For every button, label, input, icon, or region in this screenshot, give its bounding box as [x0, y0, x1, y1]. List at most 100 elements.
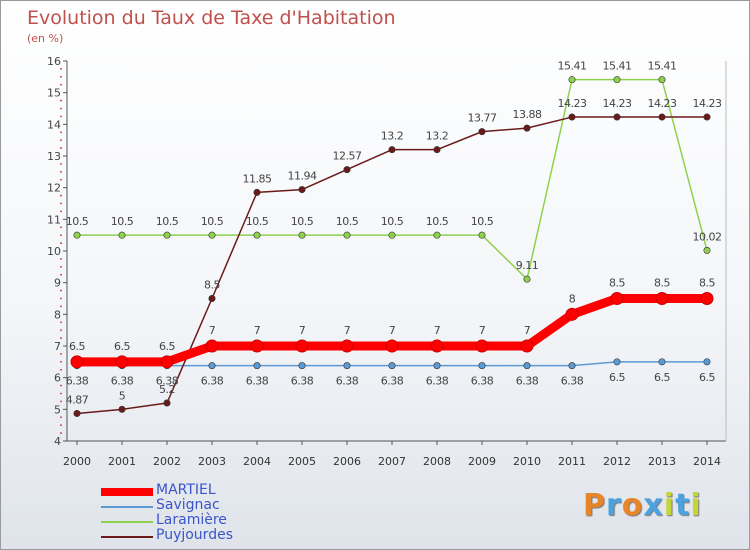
data-label: 5	[119, 389, 126, 402]
y-tick-label: 9	[54, 277, 61, 290]
y-minor-tick	[60, 297, 62, 300]
data-label: 14.23	[558, 97, 587, 110]
data-point	[298, 362, 306, 370]
y-minor-tick	[60, 353, 62, 355]
data-point	[703, 113, 711, 121]
data-label: 13.77	[468, 112, 497, 125]
y-minor-tick	[60, 210, 62, 213]
data-label: 9.11	[516, 259, 539, 272]
legend-label: Savignac	[156, 497, 220, 513]
data-label: 10.5	[381, 215, 404, 228]
logo-letter: x	[643, 488, 664, 523]
y-tick-label: 15	[47, 87, 61, 100]
y-minor-tick	[60, 163, 62, 165]
y-minor-tick	[60, 368, 62, 371]
logo-letter: P	[583, 488, 606, 523]
data-point	[118, 231, 126, 239]
y-minor-tick	[60, 265, 62, 268]
data-point	[340, 339, 354, 353]
data-label: 6.5	[159, 340, 175, 353]
data-label: 8	[569, 292, 576, 305]
data-label: 6.38	[336, 375, 359, 388]
data-point	[565, 307, 579, 321]
data-label: 8.5	[609, 277, 625, 290]
proxiti-logo: Proxiti	[583, 488, 702, 523]
data-label: 6.38	[201, 375, 224, 388]
legend-item: MARTIEL	[101, 482, 361, 499]
y-tick-label: 16	[47, 55, 61, 68]
y-minor-tick	[60, 273, 62, 276]
y-minor-tick	[60, 68, 62, 70]
data-label: 7	[209, 324, 216, 337]
data-label: 6.5	[114, 340, 130, 353]
y-minor-tick	[60, 194, 62, 197]
data-label: 10.5	[246, 215, 269, 228]
data-label: 13.88	[513, 108, 542, 121]
chart-title: Evolution du Taux de Taxe d'Habitation	[27, 7, 396, 29]
x-tick-label: 2014	[693, 455, 721, 468]
data-point	[343, 231, 351, 239]
chart-legend: MARTIEL Savignac Laramière Puyjourdes	[101, 482, 361, 544]
y-minor-tick	[60, 83, 62, 86]
y-minor-tick	[60, 337, 62, 339]
x-tick-label: 2004	[243, 455, 271, 468]
data-label: 6.5	[69, 340, 85, 353]
data-point	[433, 231, 441, 239]
data-label: 15.41	[603, 60, 632, 73]
y-minor-tick	[60, 139, 62, 142]
data-label: 11.94	[288, 170, 317, 183]
data-point	[208, 294, 216, 302]
y-tick-label: 12	[47, 182, 61, 195]
x-tick-label: 2003	[198, 455, 226, 468]
legend-swatch	[101, 488, 153, 496]
data-point	[208, 231, 216, 239]
data-label: 15.41	[558, 60, 587, 73]
data-label: 7	[524, 324, 531, 337]
data-point	[298, 231, 306, 239]
data-label: 6.38	[291, 375, 314, 388]
y-minor-tick	[60, 242, 62, 244]
x-tick-label: 2000	[63, 455, 91, 468]
y-minor-tick	[60, 400, 62, 403]
data-point	[160, 355, 174, 369]
data-label: 10.02	[693, 230, 722, 243]
y-minor-tick	[60, 99, 62, 102]
y-tick-label: 5	[54, 403, 61, 416]
y-minor-tick	[60, 392, 62, 395]
data-point	[295, 339, 309, 353]
data-label: 6.38	[471, 375, 494, 388]
legend-label: Laramière	[156, 512, 227, 528]
data-point	[520, 339, 534, 353]
y-tick-label: 11	[47, 213, 61, 226]
data-label: 12.57	[333, 150, 362, 163]
data-label: 8.5	[654, 277, 670, 290]
y-minor-tick	[60, 329, 62, 332]
data-label: 10.5	[426, 215, 449, 228]
data-point	[70, 355, 84, 369]
x-tick-label: 2010	[513, 455, 541, 468]
x-tick-label: 2007	[378, 455, 406, 468]
y-tick-label: 8	[54, 308, 61, 321]
data-point	[118, 405, 126, 413]
x-tick-label: 2013	[648, 455, 676, 468]
y-minor-tick	[60, 384, 62, 387]
data-point	[655, 292, 669, 305]
logo-letter: r	[606, 488, 622, 523]
data-point	[208, 362, 216, 370]
y-minor-tick	[60, 202, 62, 205]
y-minor-tick	[60, 432, 62, 434]
data-point	[343, 166, 351, 174]
data-point	[163, 231, 171, 239]
data-label: 7	[299, 324, 306, 337]
legend-swatch	[101, 506, 153, 508]
data-point	[115, 355, 129, 369]
data-point	[253, 188, 261, 196]
data-label: 8.5	[699, 277, 715, 290]
y-tick-label: 4	[54, 435, 61, 448]
y-minor-tick	[60, 360, 62, 363]
data-point	[388, 146, 396, 154]
data-label: 10.5	[156, 215, 179, 228]
data-label: 6.38	[156, 375, 179, 388]
data-point	[523, 275, 531, 283]
